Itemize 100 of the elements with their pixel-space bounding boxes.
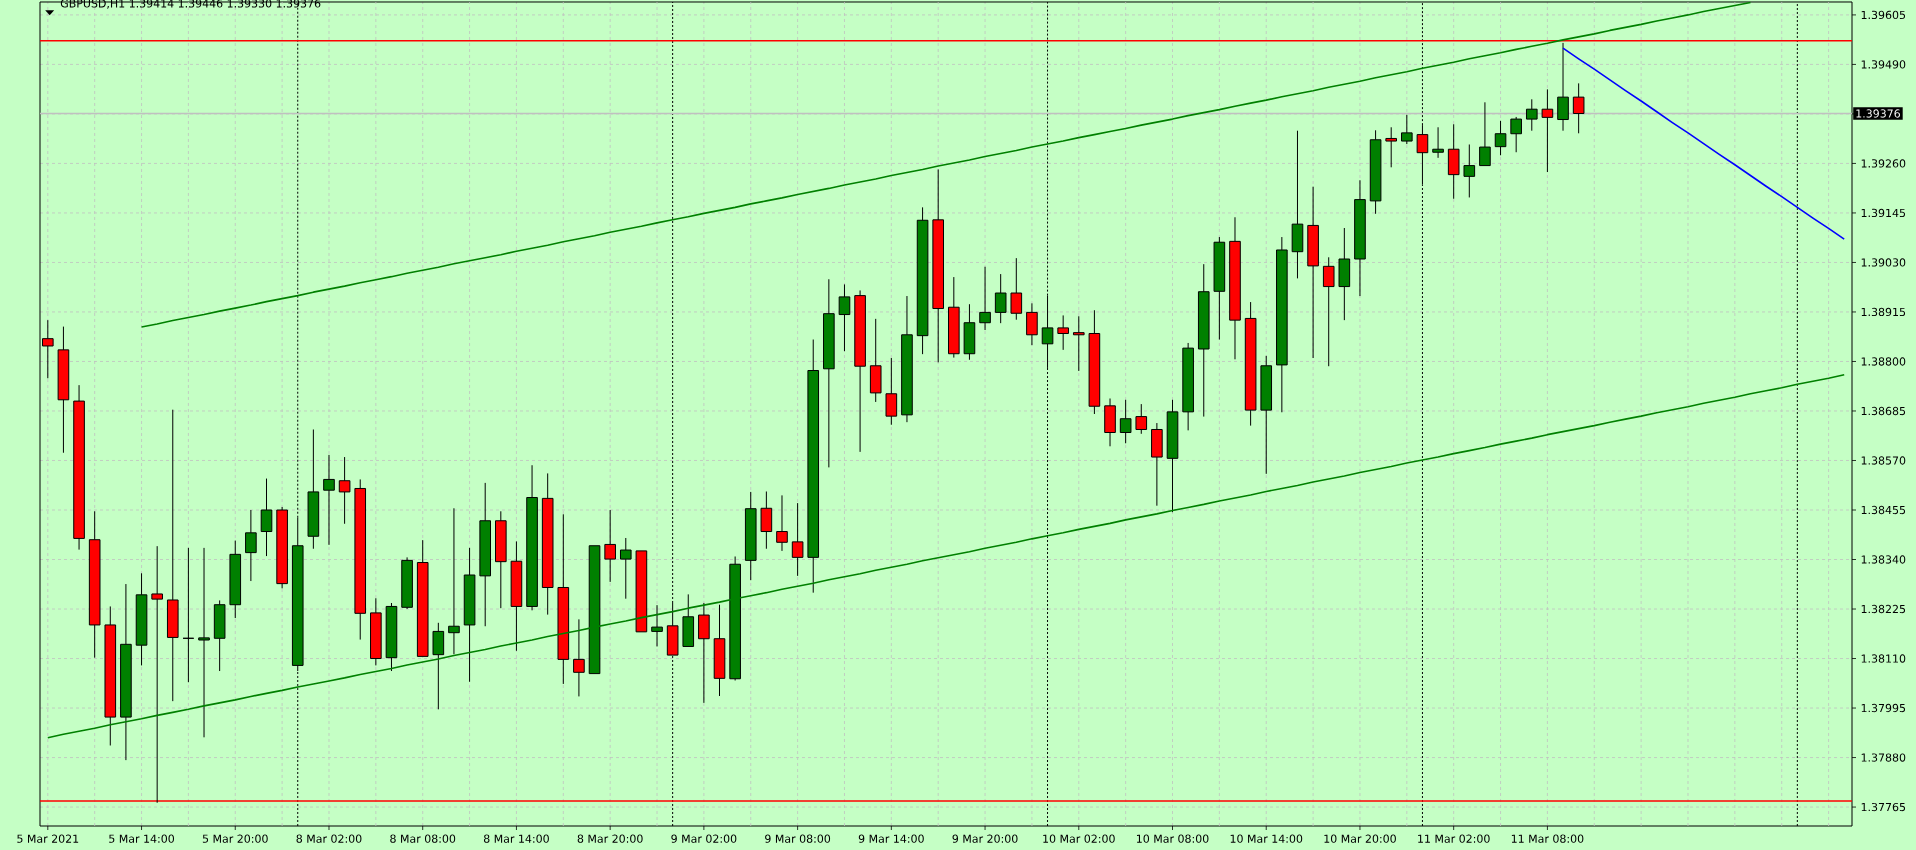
y-tick-label: 1.39145 <box>1861 208 1906 218</box>
candlestick <box>526 464 538 611</box>
x-tick-label: 11 Mar 08:00 <box>1511 834 1584 843</box>
candlestick <box>916 206 929 355</box>
candlestick <box>88 510 101 659</box>
x-tick-label: 9 Mar 20:00 <box>952 834 1018 843</box>
candlestick <box>885 357 898 426</box>
y-tick-label: 1.38915 <box>1861 307 1906 317</box>
candlestick <box>1135 403 1148 435</box>
candlestick <box>1057 314 1069 351</box>
candlestick <box>651 604 663 647</box>
y-tick-label: 1.38225 <box>1861 604 1906 614</box>
x-tick-label: 8 Mar 14:00 <box>483 834 549 843</box>
x-tick-label: 5 Mar 2021 <box>17 834 79 843</box>
candlestick <box>619 537 632 600</box>
candlestick <box>1104 398 1116 447</box>
candlestick <box>776 494 788 552</box>
x-tick-label: 10 Mar 08:00 <box>1136 834 1209 843</box>
candlestick <box>1307 186 1319 359</box>
y-tick-label: 1.39490 <box>1861 60 1906 69</box>
candlestick <box>932 168 945 363</box>
candlestick <box>963 303 976 361</box>
candlestick <box>338 456 351 525</box>
x-tick-label: 11 Mar 02:00 <box>1418 834 1490 843</box>
candlestick <box>307 428 320 550</box>
chart-title: GBPUSD,H1 1.39414 1.39446 1.39330 1.39376 <box>60 0 321 9</box>
candlestick <box>948 276 960 359</box>
candlestick <box>1557 42 1569 132</box>
y-tick-label: 1.37880 <box>1861 753 1906 762</box>
candlestick <box>573 618 585 697</box>
candlestick <box>213 599 226 672</box>
candlestick <box>1432 126 1444 159</box>
candlestick <box>604 509 616 583</box>
candlestick <box>1541 88 1554 173</box>
candlestick <box>1166 399 1179 513</box>
candlestick <box>869 318 882 403</box>
x-tick-label: 5 Mar 20:00 <box>202 834 268 843</box>
candlestick <box>323 454 335 546</box>
candlestick <box>463 547 476 683</box>
candlestick <box>823 278 835 468</box>
x-tick-label: 9 Mar 02:00 <box>671 834 737 843</box>
candlestick <box>1401 114 1413 145</box>
y-tick-label: 1.39605 <box>1861 10 1906 20</box>
candlestick <box>1072 315 1085 372</box>
candlestick <box>385 602 398 672</box>
candlestick <box>1151 422 1163 507</box>
y-tick-label: 1.38455 <box>1861 505 1906 515</box>
candlestick <box>104 605 117 746</box>
candlestick <box>1572 82 1585 134</box>
candlestick <box>229 540 242 619</box>
candlestick <box>1213 236 1226 341</box>
candlestick <box>401 556 413 610</box>
x-tick-label: 8 Mar 08:00 <box>390 834 456 843</box>
candlestick <box>1291 130 1304 279</box>
candlestick <box>135 572 148 666</box>
candlestick <box>73 384 85 551</box>
candlestick <box>1260 355 1273 475</box>
candlestick <box>479 482 491 627</box>
candlestick <box>557 513 570 685</box>
candlestick <box>1119 399 1132 444</box>
candlestick <box>42 319 54 379</box>
candlestick <box>854 289 866 453</box>
candlestick <box>354 478 367 641</box>
y-tick-label: 1.37765 <box>1861 802 1906 812</box>
candlestick <box>510 540 523 652</box>
candlestick <box>1510 116 1522 153</box>
y-tick-label: 1.39260 <box>1861 159 1906 168</box>
candlestick <box>448 507 460 655</box>
candlestick <box>541 472 554 616</box>
candlestick <box>713 604 726 697</box>
candlestick <box>57 326 70 454</box>
candlestick <box>166 409 179 702</box>
candlestick <box>1525 98 1538 132</box>
x-tick-label: 10 Mar 20:00 <box>1324 834 1396 843</box>
ref-line-label: 1.39376 <box>1856 109 1900 118</box>
candlestick <box>744 491 757 581</box>
y-tick-label: 1.39030 <box>1861 258 1906 267</box>
y-tick-label: 1.38110 <box>1861 654 1906 663</box>
x-tick-label: 8 Mar 02:00 <box>296 834 362 843</box>
candlestick <box>1229 216 1241 360</box>
candlestick <box>1354 179 1366 297</box>
candlestick <box>245 509 257 582</box>
candlestick <box>1026 302 1038 346</box>
y-tick-label: 1.37995 <box>1861 703 1906 713</box>
candlestick <box>1369 129 1382 215</box>
x-tick-label: 9 Mar 14:00 <box>858 834 924 843</box>
x-tick-label: 10 Mar 02:00 <box>1043 834 1115 843</box>
candlestick <box>1088 309 1101 415</box>
candlestick <box>1244 301 1257 427</box>
candlestick <box>994 273 1007 324</box>
candlestick <box>495 510 507 609</box>
y-tick-label: 1.38570 <box>1861 456 1906 465</box>
x-tick-label: 10 Mar 14:00 <box>1230 834 1303 843</box>
candlestick <box>182 547 195 683</box>
candlestick <box>979 266 991 331</box>
candlestick <box>1447 123 1460 200</box>
candlestick <box>791 502 804 577</box>
x-tick-label: 8 Mar 20:00 <box>577 834 643 843</box>
candlestick <box>276 506 288 589</box>
candlestick <box>698 602 710 704</box>
